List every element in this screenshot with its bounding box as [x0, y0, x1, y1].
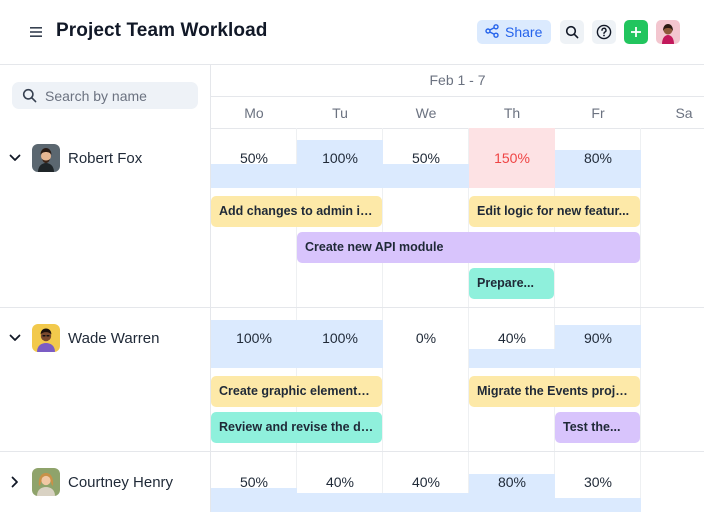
- person-row-courtney-henry[interactable]: Courtney Henry: [8, 467, 173, 497]
- people-column: Search by name: [0, 64, 211, 512]
- workload-percent: 50%: [239, 474, 269, 490]
- workload-fill: [211, 320, 297, 368]
- workload-percent: 50%: [411, 150, 441, 166]
- plus-icon: [631, 27, 641, 37]
- search-icon: [22, 88, 37, 103]
- workload-fill: [297, 320, 383, 368]
- workload-cell[interactable]: 150%: [469, 128, 555, 188]
- day-label: We: [415, 105, 437, 121]
- task-bar[interactable]: Create new API module: [297, 232, 640, 263]
- workload-fill: [211, 164, 297, 188]
- day-row: Mo Tu We Th Fr Sa: [211, 96, 704, 129]
- workload-percent: 90%: [583, 330, 613, 346]
- workload-percent: 40%: [411, 474, 441, 490]
- search-input[interactable]: Search by name: [12, 82, 198, 109]
- workload-cell[interactable]: 40%: [297, 452, 383, 512]
- date-range: Feb 1 - 7: [429, 72, 486, 88]
- chevron-down-icon[interactable]: [8, 331, 22, 345]
- workload-cell[interactable]: 0%: [383, 308, 469, 368]
- avatar: [32, 144, 60, 172]
- workload-cell[interactable]: 80%: [555, 128, 641, 188]
- app-header: Project Team Workload Share: [0, 0, 704, 65]
- workload-percent: 80%: [497, 474, 527, 490]
- help-icon: [596, 24, 612, 40]
- task-bar[interactable]: Prepare...: [469, 268, 554, 299]
- workload-fill: [469, 474, 555, 512]
- column-divider: [640, 128, 641, 512]
- workload-cell[interactable]: 90%: [555, 308, 641, 368]
- workload-fill: [211, 488, 297, 512]
- workload-fill: [297, 140, 383, 188]
- task-bar[interactable]: Edit logic for new featur...: [469, 196, 640, 227]
- day-label: Sa: [675, 105, 693, 121]
- workload-fill: [469, 349, 555, 368]
- workload-percent: 150%: [494, 150, 530, 166]
- avatar: [32, 324, 60, 352]
- workload-percent: 100%: [236, 330, 272, 346]
- task-bar[interactable]: Create graphic elements...: [211, 376, 382, 407]
- search-placeholder: Search by name: [45, 87, 147, 104]
- task-bar[interactable]: Add changes to admin in...: [211, 196, 382, 227]
- person-row-wade-warren[interactable]: Wade Warren: [8, 323, 159, 353]
- share-icon: [485, 23, 499, 41]
- column-divider: [554, 128, 555, 512]
- workload-fill: [383, 493, 469, 512]
- workload-cell[interactable]: 40%: [469, 308, 555, 368]
- row-divider: [0, 307, 704, 308]
- day-label: Th: [503, 105, 521, 121]
- menu-icon[interactable]: [24, 20, 48, 44]
- timeline-header: Feb 1 - 7 Mo Tu We Th Fr Sa: [211, 64, 704, 129]
- task-bar[interactable]: Test the...: [555, 412, 640, 443]
- workload-percent: 100%: [322, 330, 358, 346]
- workload-cell[interactable]: 50%: [383, 128, 469, 188]
- workload-percent: 40%: [325, 474, 355, 490]
- day-label: Fr: [591, 105, 605, 121]
- person-name: Courtney Henry: [68, 473, 174, 491]
- search-button[interactable]: [560, 20, 584, 44]
- workload-cell[interactable]: 80%: [469, 452, 555, 512]
- workload-percent: 50%: [239, 150, 269, 166]
- add-button[interactable]: [624, 20, 648, 44]
- workload-percent: 100%: [322, 150, 358, 166]
- workload-fill: [555, 150, 641, 188]
- column-divider: [468, 128, 469, 512]
- workload-fill: [555, 498, 641, 512]
- person-row-robert-fox[interactable]: Robert Fox: [8, 143, 142, 173]
- workload-percent: 0%: [415, 330, 437, 346]
- workload-cell[interactable]: 100%: [297, 308, 383, 368]
- day-label: Mo: [244, 105, 264, 121]
- workload-fill: [469, 128, 555, 188]
- workload-percent: 30%: [583, 474, 613, 490]
- task-bar[interactable]: Review and revise the de...: [211, 412, 382, 443]
- workload-cell[interactable]: 50%: [211, 452, 297, 512]
- search-icon: [565, 25, 579, 39]
- workload-fill: [555, 325, 641, 368]
- workload-cell[interactable]: 30%: [555, 452, 641, 512]
- person-name: Robert Fox: [68, 149, 143, 167]
- share-label: Share: [505, 24, 543, 40]
- workload-fill: [297, 493, 383, 512]
- task-bar[interactable]: Migrate the Events proje...: [469, 376, 640, 407]
- workload-cell[interactable]: 100%: [297, 128, 383, 188]
- help-button[interactable]: [592, 20, 616, 44]
- workload-cell[interactable]: 50%: [211, 128, 297, 188]
- page-title: Project Team Workload: [56, 20, 268, 41]
- row-divider: [0, 451, 704, 452]
- avatar: [32, 468, 60, 496]
- workload-percent: 80%: [583, 150, 613, 166]
- workload-cell[interactable]: 100%: [211, 308, 297, 368]
- person-name: Wade Warren: [68, 329, 160, 347]
- share-button[interactable]: Share: [477, 20, 551, 44]
- workload-fill: [383, 164, 469, 188]
- chevron-down-icon[interactable]: [8, 151, 22, 165]
- day-label: Tu: [332, 105, 348, 121]
- chevron-right-icon[interactable]: [8, 475, 22, 489]
- workload-cell[interactable]: 40%: [383, 452, 469, 512]
- workload-percent: 40%: [497, 330, 527, 346]
- user-avatar[interactable]: [656, 20, 680, 44]
